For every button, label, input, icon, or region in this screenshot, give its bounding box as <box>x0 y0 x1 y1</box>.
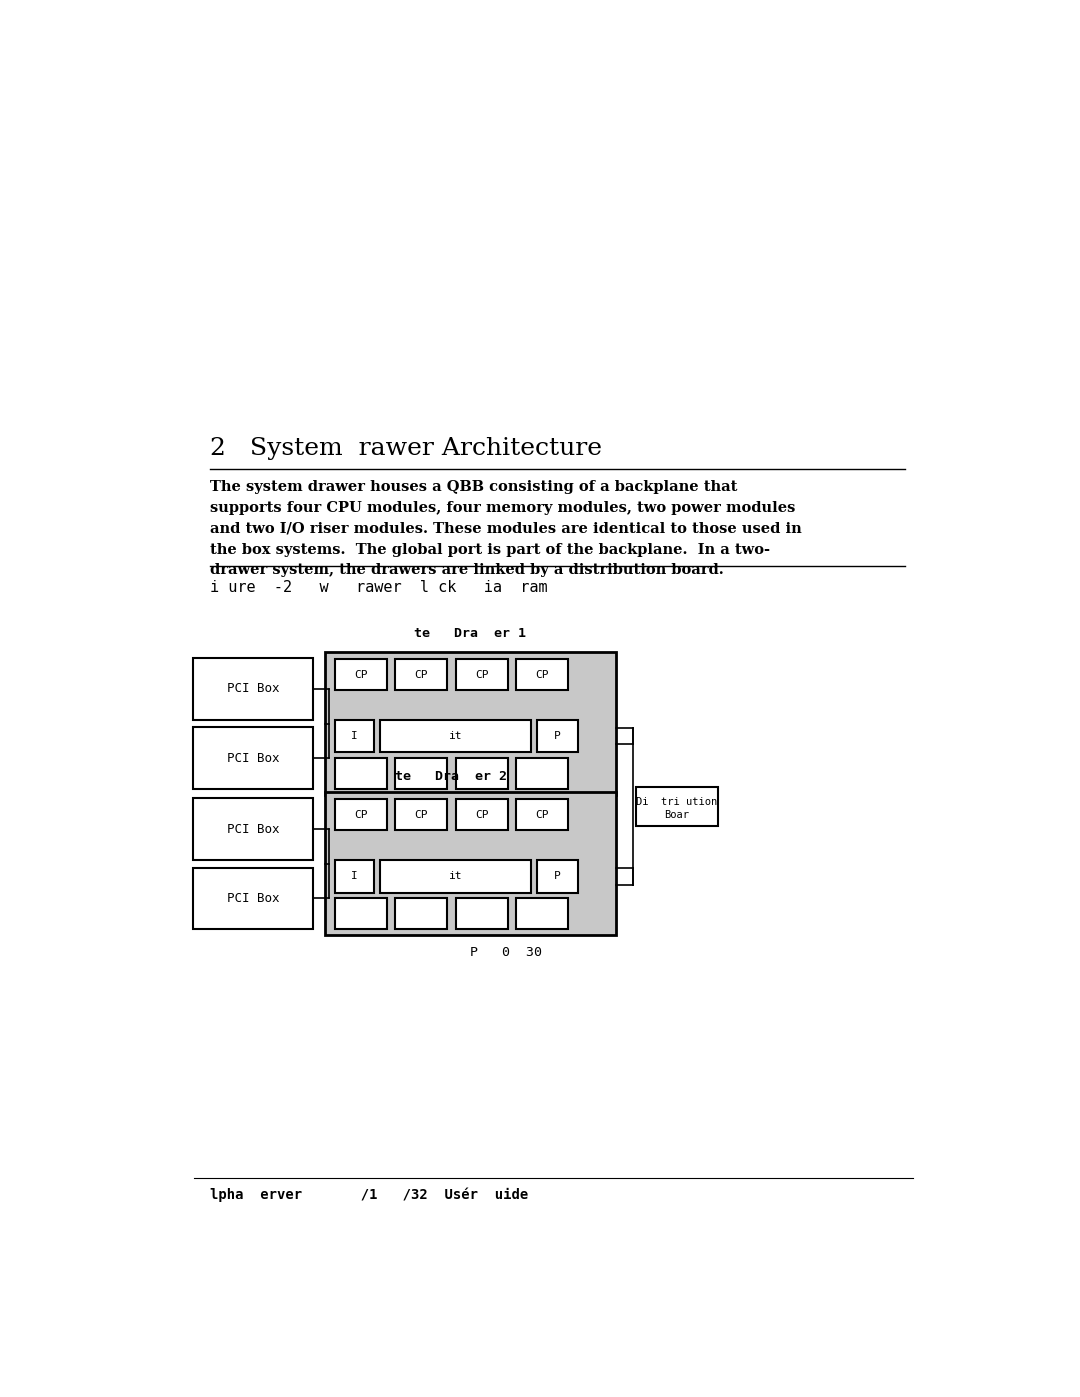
Text: drawer system, the drawers are linked by a distribution board.: drawer system, the drawers are linked by… <box>211 563 724 577</box>
Bar <box>193 728 313 789</box>
Bar <box>456 757 508 789</box>
Text: P: P <box>554 731 561 742</box>
Text: the box systems.  The global port is part of the backplane.  In a two-: the box systems. The global port is part… <box>211 542 770 556</box>
Bar <box>395 659 447 690</box>
Text: PCI Box: PCI Box <box>227 891 280 905</box>
Bar <box>516 799 568 830</box>
Bar <box>395 898 447 929</box>
Text: CP: CP <box>354 810 367 820</box>
Text: PCI Box: PCI Box <box>227 682 280 696</box>
Text: it: it <box>448 731 462 742</box>
Text: CP: CP <box>536 669 549 680</box>
Bar <box>537 861 578 893</box>
Text: lpha  erver       /1   /32  Usér  uide: lpha erver /1 /32 Usér uide <box>211 1187 528 1203</box>
Bar <box>193 798 313 861</box>
Text: PCI Box: PCI Box <box>227 752 280 764</box>
Text: P: P <box>554 872 561 882</box>
Text: te   Dra  er 2: te Dra er 2 <box>395 770 507 784</box>
Bar <box>335 861 374 893</box>
Text: CP: CP <box>415 669 428 680</box>
Bar <box>516 659 568 690</box>
Bar <box>325 652 616 795</box>
Bar <box>325 792 616 935</box>
Bar <box>335 659 387 690</box>
Text: CP: CP <box>475 669 488 680</box>
Text: CP: CP <box>475 810 488 820</box>
Bar <box>636 787 718 826</box>
Text: Di  tri ution: Di tri ution <box>636 796 718 806</box>
Bar <box>537 719 578 753</box>
Bar <box>516 757 568 789</box>
Bar <box>456 659 508 690</box>
Bar <box>335 757 387 789</box>
Text: supports four CPU modules, four memory modules, two power modules: supports four CPU modules, four memory m… <box>211 500 796 514</box>
Text: P   0  30: P 0 30 <box>470 946 542 960</box>
Text: CP: CP <box>354 669 367 680</box>
Bar <box>193 658 313 719</box>
Bar <box>335 719 374 753</box>
Text: 2   System  rawer Architecture: 2 System rawer Architecture <box>211 437 603 460</box>
Text: CP: CP <box>536 810 549 820</box>
Text: Boar: Boar <box>664 810 690 820</box>
Text: The system drawer houses a QBB consisting of a backplane that: The system drawer houses a QBB consistin… <box>211 479 738 493</box>
Bar <box>456 898 508 929</box>
Bar <box>380 861 531 893</box>
Text: it: it <box>448 872 462 882</box>
Bar <box>193 868 313 929</box>
Bar <box>395 799 447 830</box>
Text: CP: CP <box>415 810 428 820</box>
Bar <box>516 898 568 929</box>
Text: i ure  -2   w   rawer  l ck   ia  ram: i ure -2 w rawer l ck ia ram <box>211 580 548 595</box>
Text: PCI Box: PCI Box <box>227 823 280 835</box>
Bar <box>456 799 508 830</box>
Bar <box>380 719 531 753</box>
Bar <box>335 898 387 929</box>
Bar <box>395 757 447 789</box>
Text: and two I/O riser modules. These modules are identical to those used in: and two I/O riser modules. These modules… <box>211 521 802 535</box>
Text: I: I <box>351 731 357 742</box>
Bar <box>335 799 387 830</box>
Text: I: I <box>351 872 357 882</box>
Text: te   Dra  er 1: te Dra er 1 <box>415 627 526 640</box>
